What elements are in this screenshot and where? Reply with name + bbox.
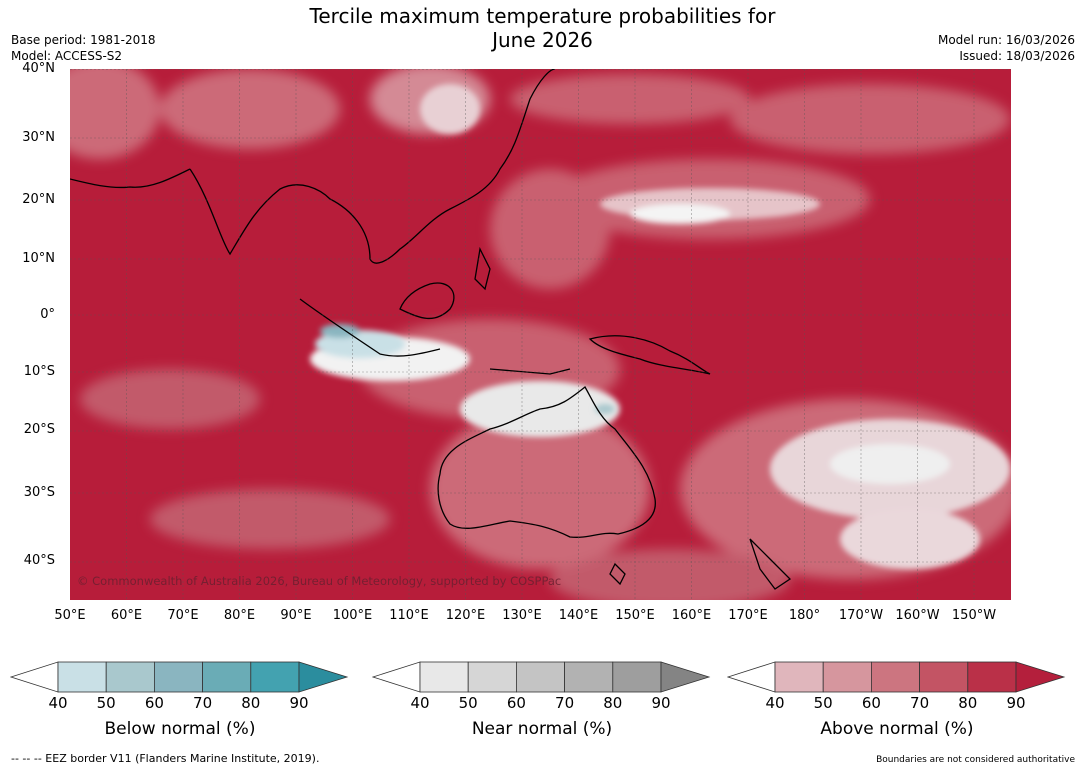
lon-label: 150°E (615, 608, 655, 623)
lon-label: 130°E (502, 608, 542, 623)
philippines-coast (474, 246, 491, 291)
sumatra-java-coast (299, 298, 441, 357)
cb-tick: 70 (555, 694, 575, 712)
tasmania-coast (609, 562, 626, 586)
lon-label: 90°E (280, 608, 312, 623)
colorbar-high-arrow (1015, 661, 1066, 693)
base-period: Base period: 1981-2018 (11, 33, 156, 47)
colorbar-segment (822, 661, 872, 693)
model-name: Model: ACCESS-S2 (11, 49, 123, 63)
cb-tick: 50 (458, 694, 478, 712)
lon-label: 50°E (54, 608, 86, 623)
cb-tick: 70 (193, 694, 213, 712)
cb-tick: 40 (765, 694, 785, 712)
borneo-coast (399, 282, 455, 320)
chart-title: Tercile maximum temperature probabilitie… (0, 4, 1085, 52)
meta-left: Base period: 1981-2018 Model: ACCESS-S2 (11, 32, 156, 64)
colorbar-high-arrow (298, 661, 349, 693)
colorbar-high-arrow (660, 661, 711, 693)
copyright-note: © Commonwealth of Australia 2026, Bureau… (77, 574, 562, 588)
low-probability-zones (310, 84, 1010, 569)
cb-tick: 60 (506, 694, 526, 712)
lat-label: 10°N (22, 251, 55, 266)
colorbar-segment (515, 661, 565, 693)
colorbar-low-arrow (372, 661, 421, 693)
model-run: Model run: 16/03/2026 (937, 33, 1075, 47)
lat-label: 40°S (23, 553, 55, 568)
lat-label: 30°N (22, 130, 55, 145)
lat-label: 20°S (23, 422, 55, 437)
colorbar-segment (419, 661, 469, 693)
lon-label: 140°E (558, 608, 599, 623)
lat-label: 30°S (23, 485, 55, 500)
new-guinea-coast (588, 335, 711, 375)
colorbar-segment (564, 661, 614, 693)
lon-label: 170°E (728, 608, 768, 623)
colorbar-segment (919, 661, 969, 693)
cb-tick: 70 (910, 694, 930, 712)
cb-tick: 80 (603, 694, 623, 712)
colorbar-above-svg (727, 661, 1066, 693)
meta-right: Model run: 16/03/2026 Issued: 18/03/2026 (938, 32, 1075, 64)
colorbar-segment (250, 661, 300, 693)
colorbar-low-arrow (727, 661, 776, 693)
colorbar-segment (967, 661, 1017, 693)
colorbar-below-label: Below normal (%) (104, 719, 256, 739)
colorbar-low-arrow (10, 661, 59, 693)
issued-date: Issued: 18/03/2026 (959, 49, 1075, 63)
lon-label: 110°E (389, 608, 429, 623)
boundaries-note: Boundaries are not considered authoritat… (876, 755, 1075, 765)
colorbar-segment (57, 661, 107, 693)
colorbar-segment (774, 661, 824, 693)
cb-tick: 50 (96, 694, 116, 712)
cb-tick: 90 (651, 694, 671, 712)
lon-label: 100°E (332, 608, 373, 623)
coastlines (70, 69, 792, 590)
cb-tick: 80 (241, 694, 261, 712)
cb-tick: 50 (813, 694, 833, 712)
colorbar-near-svg (372, 661, 711, 693)
cb-tick: 60 (861, 694, 881, 712)
cb-tick: 80 (958, 694, 978, 712)
cb-tick: 40 (48, 694, 68, 712)
new-zealand-coast (749, 538, 792, 590)
colorbar-segment (202, 661, 252, 693)
colorbar-segment (612, 661, 662, 693)
colorbar-segment (870, 661, 920, 693)
colorbar-below-svg (10, 661, 349, 693)
lon-label: 70°E (167, 608, 199, 623)
lon-label: 180° (788, 608, 821, 623)
colorbar-segment (153, 661, 203, 693)
map-panel (70, 69, 1011, 600)
title-line-1: Tercile maximum temperature probabilitie… (309, 4, 776, 28)
lat-label: 40°N (22, 61, 55, 76)
lon-label: 120°E (445, 608, 486, 623)
colorbar-segment (105, 661, 155, 693)
probability-map (70, 69, 1011, 600)
title-line-2: June 2026 (492, 28, 593, 52)
colorbar-segment (467, 661, 517, 693)
cb-tick: 90 (1006, 694, 1026, 712)
cb-tick: 60 (144, 694, 164, 712)
asia-coast (189, 69, 556, 264)
lon-label: 160°E (671, 608, 712, 623)
australia-coast (437, 386, 656, 538)
eez-note: -- -- -- EEZ border V11 (Flanders Marine… (11, 752, 320, 765)
indonesia-coast (489, 368, 571, 375)
lon-label: 60°E (110, 608, 143, 623)
lon-label: 170°W (838, 608, 884, 623)
arabia-coast (70, 168, 191, 189)
lon-label: 160°W (895, 608, 940, 623)
lat-label: 10°S (23, 364, 55, 379)
lon-label: 80°E (223, 608, 256, 623)
colorbar-above-label: Above normal (%) (820, 719, 974, 739)
graticule (70, 69, 1011, 600)
lon-label: 150°W (951, 608, 997, 623)
cb-tick: 90 (289, 694, 309, 712)
lat-label: 0° (40, 307, 55, 322)
colorbar-near-label: Near normal (%) (471, 719, 613, 739)
cb-tick: 40 (410, 694, 430, 712)
lat-label: 20°N (22, 192, 55, 207)
